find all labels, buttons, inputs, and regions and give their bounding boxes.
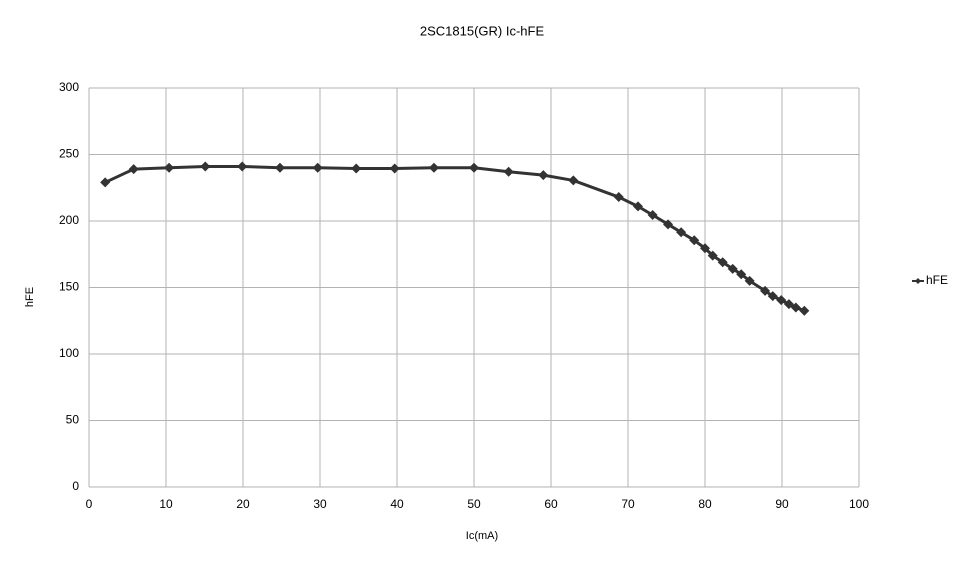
data-point	[100, 177, 111, 188]
data-point	[503, 166, 514, 177]
data-point	[767, 291, 778, 302]
x-tick-label: 0	[86, 497, 93, 511]
data-point	[647, 210, 658, 221]
x-tick-label: 30	[313, 497, 327, 511]
x-tick-label: 80	[698, 497, 712, 511]
data-point	[389, 163, 400, 174]
data-point	[663, 219, 674, 230]
x-tick-label: 20	[236, 497, 250, 511]
x-tick-label: 100	[849, 497, 869, 511]
x-axis-label: Ic(mA)	[466, 530, 498, 542]
x-tick-label: 50	[467, 497, 481, 511]
chart-title: 2SC1815(GR) Ic-hFE	[420, 23, 545, 38]
data-point	[707, 250, 718, 261]
data-point	[736, 269, 747, 280]
data-point	[469, 162, 479, 173]
y-tick-label: 200	[59, 213, 79, 227]
data-point	[312, 162, 323, 173]
data-point	[744, 275, 755, 286]
x-tick-label: 10	[159, 497, 173, 511]
x-tick-label: 60	[544, 497, 558, 511]
data-point	[164, 162, 175, 173]
y-tick-label: 300	[59, 80, 79, 94]
y-tick-label: 50	[66, 413, 80, 427]
data-point	[128, 164, 139, 175]
data-point	[717, 257, 728, 268]
y-tick-label: 250	[59, 147, 79, 161]
data-point	[689, 235, 700, 246]
data-point	[538, 170, 549, 181]
legend-marker	[915, 278, 921, 284]
data-point	[237, 161, 248, 172]
y-axis-label: hFE	[24, 287, 36, 307]
data-point	[676, 227, 687, 238]
data-point	[274, 162, 285, 173]
data-point	[783, 299, 794, 310]
x-tick-label: 90	[775, 497, 789, 511]
data-point	[776, 295, 787, 306]
data-point	[568, 175, 579, 186]
data-point	[351, 163, 362, 174]
y-tick-label: 100	[59, 346, 79, 360]
data-point	[200, 161, 211, 172]
data-point	[633, 201, 644, 212]
series-line	[104, 164, 805, 313]
data-point	[760, 285, 771, 296]
data-point	[727, 263, 738, 274]
data-point	[613, 192, 624, 203]
data-point	[799, 305, 810, 316]
legend-label: hFE	[926, 273, 948, 287]
data-point	[428, 162, 439, 173]
data-point	[700, 243, 710, 254]
y-tick-label: 0	[72, 479, 79, 493]
x-tick-label: 70	[621, 497, 635, 511]
y-tick-label: 150	[59, 280, 79, 294]
data-point	[790, 302, 801, 313]
x-tick-label: 40	[390, 497, 404, 511]
